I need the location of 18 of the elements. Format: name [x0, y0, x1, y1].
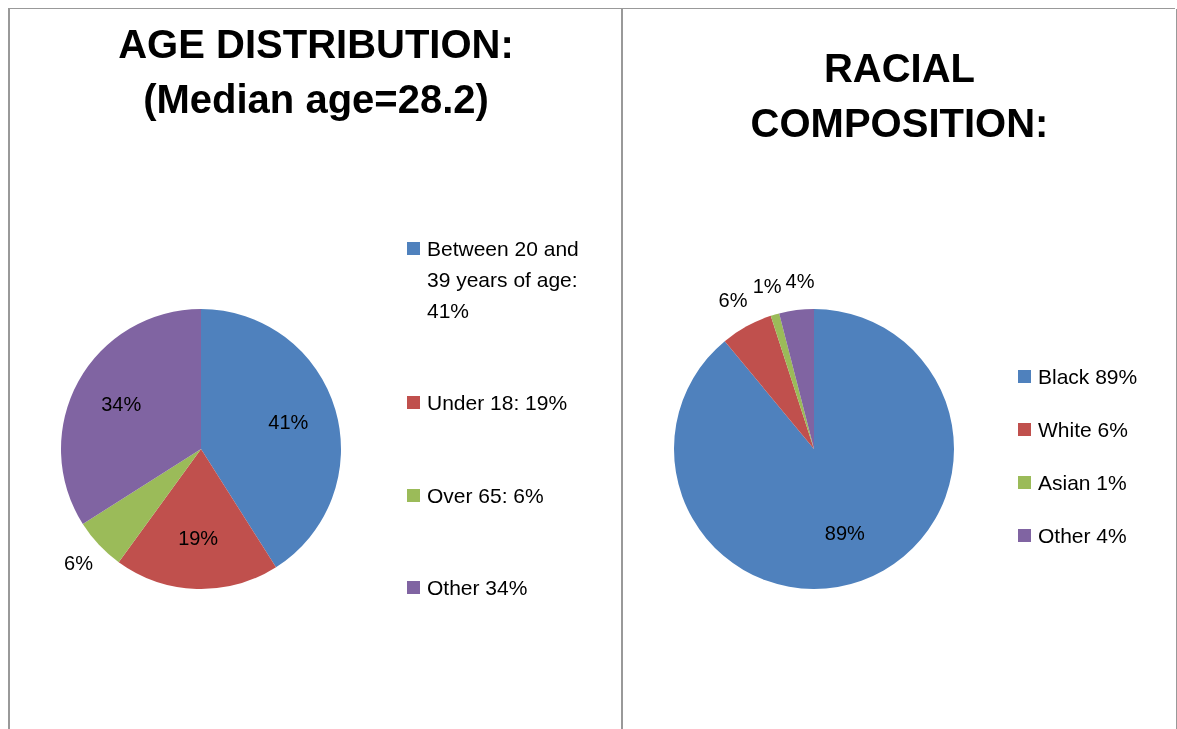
data-label: 4% — [785, 269, 815, 292]
data-label: 6% — [718, 289, 748, 312]
data-label: 89% — [824, 522, 866, 545]
legend-label: Asian 1% — [1038, 470, 1127, 496]
data-label: 34% — [101, 392, 142, 415]
chart-title: AGE DISTRIBUTION: (Median age=28.2) — [117, 21, 515, 123]
legend-label: Between 20 and 39 years of age: 41% — [427, 236, 580, 324]
data-label: 41% — [268, 411, 309, 434]
legend-label: Black 89% — [1038, 364, 1138, 390]
data-label: 1% — [752, 275, 782, 298]
data-label: 6% — [64, 551, 94, 574]
legend-label: Under 18: 19% — [427, 390, 568, 417]
legend-label: Other 4% — [1038, 523, 1127, 549]
legend-label: Other 34% — [427, 575, 528, 601]
legend-label: White 6% — [1038, 417, 1128, 443]
data-label: 19% — [178, 527, 219, 550]
legend-label: Over 65: 6% — [427, 482, 544, 509]
chart-title: RACIAL COMPOSITION: — [749, 45, 1050, 147]
